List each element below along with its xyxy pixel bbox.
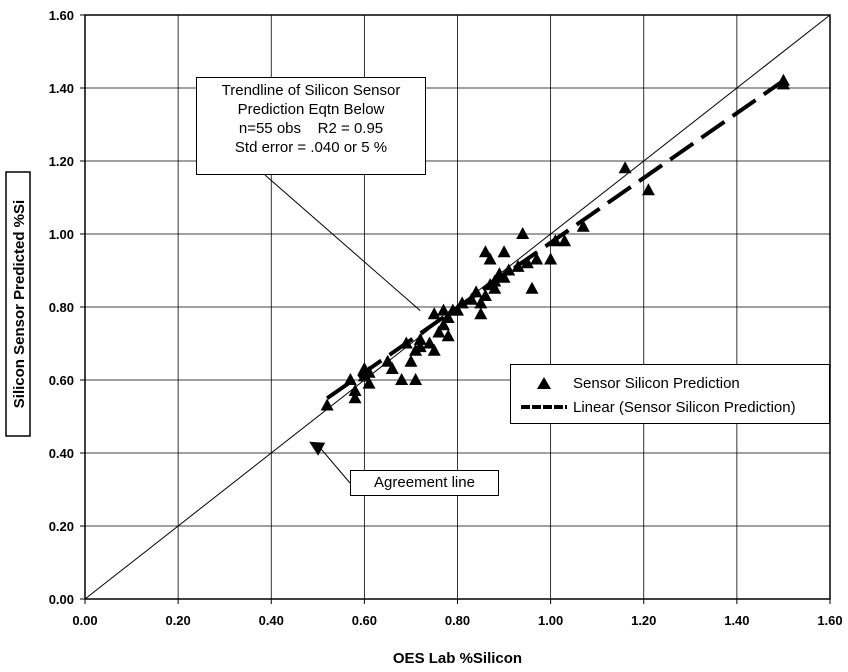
- x-tick-label: 0.00: [72, 613, 97, 628]
- data-point: [427, 343, 441, 356]
- data-point: [511, 259, 525, 272]
- data-point: [343, 373, 357, 385]
- legend-entry-sensor: Sensor Silicon Prediction: [521, 371, 829, 395]
- data-point: [455, 296, 469, 309]
- data-point: [478, 245, 492, 258]
- x-tick-label: 1.60: [817, 613, 842, 628]
- data-point: [437, 318, 451, 331]
- legend-entry-linear: Linear (Sensor Silicon Prediction): [521, 395, 829, 419]
- y-axis-title: Silicon Sensor Predicted %Si: [11, 200, 28, 408]
- data-point: [497, 245, 511, 258]
- data-point: [432, 325, 446, 338]
- data-point: [576, 219, 590, 232]
- callout-line-1: Trendline of Silicon Sensor: [221, 82, 401, 99]
- data-point: [348, 391, 362, 404]
- x-tick-label: 0.60: [352, 613, 377, 628]
- y-axis-title-box: [5, 171, 31, 437]
- y-tick-label: 0.20: [49, 519, 74, 534]
- y-tick-label: 0.40: [49, 446, 74, 461]
- data-point: [395, 373, 409, 385]
- x-tick-label: 1.40: [724, 613, 749, 628]
- x-tick-label: 0.80: [445, 613, 470, 628]
- data-point: [362, 376, 376, 389]
- y-tick-label: 1.20: [49, 154, 74, 169]
- data-point: [474, 307, 488, 320]
- data-point: [525, 281, 539, 294]
- data-point: [441, 329, 455, 342]
- data-point: [451, 303, 464, 316]
- dashed-line-icon: [521, 404, 567, 410]
- y-tick-label: 1.40: [49, 81, 74, 96]
- callout-line-3: n=55 obs R2 = 0.95: [238, 120, 384, 137]
- data-point: [618, 161, 632, 174]
- data-point: [320, 398, 334, 411]
- x-axis-title: OES Lab %Silicon: [393, 650, 522, 667]
- data-point: [399, 336, 413, 349]
- y-tick-label: 1.60: [49, 8, 74, 23]
- data-point: [437, 303, 451, 316]
- data-point: [530, 252, 544, 265]
- y-tick-label: 1.00: [49, 227, 74, 242]
- legend-label-linear: Linear (Sensor Silicon Prediction): [573, 398, 796, 416]
- data-point: [478, 289, 492, 302]
- data-point: [776, 73, 790, 86]
- data-point: [427, 307, 441, 320]
- x-tick-label: 1.00: [538, 613, 563, 628]
- trendline-callout: Trendline of Silicon Sensor Prediction E…: [196, 77, 426, 175]
- y-tick-label: 0.80: [49, 300, 74, 315]
- callout-line-4: Std error = .040 or 5 %: [234, 139, 388, 156]
- data-point: [641, 183, 655, 196]
- y-tick-label: 0.00: [49, 592, 74, 607]
- data-point: [381, 354, 395, 367]
- legend-label-sensor: Sensor Silicon Prediction: [573, 374, 740, 392]
- x-tick-label: 0.40: [259, 613, 284, 628]
- callout-leader-line: [264, 174, 421, 312]
- triangle-marker-icon: [521, 377, 567, 389]
- data-point: [385, 362, 399, 375]
- data-point: [362, 365, 376, 378]
- data-point: [516, 227, 530, 239]
- data-point: [441, 310, 455, 323]
- legend: Sensor Silicon Prediction Linear (Sensor…: [510, 364, 830, 424]
- data-point: [558, 234, 572, 247]
- data-point: [413, 340, 427, 353]
- callout-line-2: Prediction Eqtn Below: [237, 101, 385, 118]
- agreement-leader-line: [318, 446, 351, 484]
- data-point: [520, 256, 534, 269]
- data-point: [548, 234, 562, 247]
- data-point: [488, 274, 502, 287]
- data-point: [469, 285, 483, 298]
- agreement-line-callout: Agreement line: [350, 470, 499, 496]
- x-tick-label: 1.20: [631, 613, 656, 628]
- data-point: [544, 252, 558, 265]
- data-point: [409, 373, 423, 385]
- data-point: [404, 354, 418, 367]
- data-point: [348, 383, 362, 396]
- data-point: [483, 252, 497, 265]
- data-point: [474, 296, 488, 309]
- y-tick-label: 0.60: [49, 373, 74, 388]
- data-point: [497, 270, 511, 283]
- data-point: [423, 336, 437, 349]
- data-point: [502, 263, 516, 276]
- data-point: [464, 292, 478, 305]
- x-tick-label: 0.20: [165, 613, 190, 628]
- agreement-arrowhead-icon: [309, 441, 326, 456]
- data-point: [413, 332, 427, 345]
- data-point: [488, 281, 502, 294]
